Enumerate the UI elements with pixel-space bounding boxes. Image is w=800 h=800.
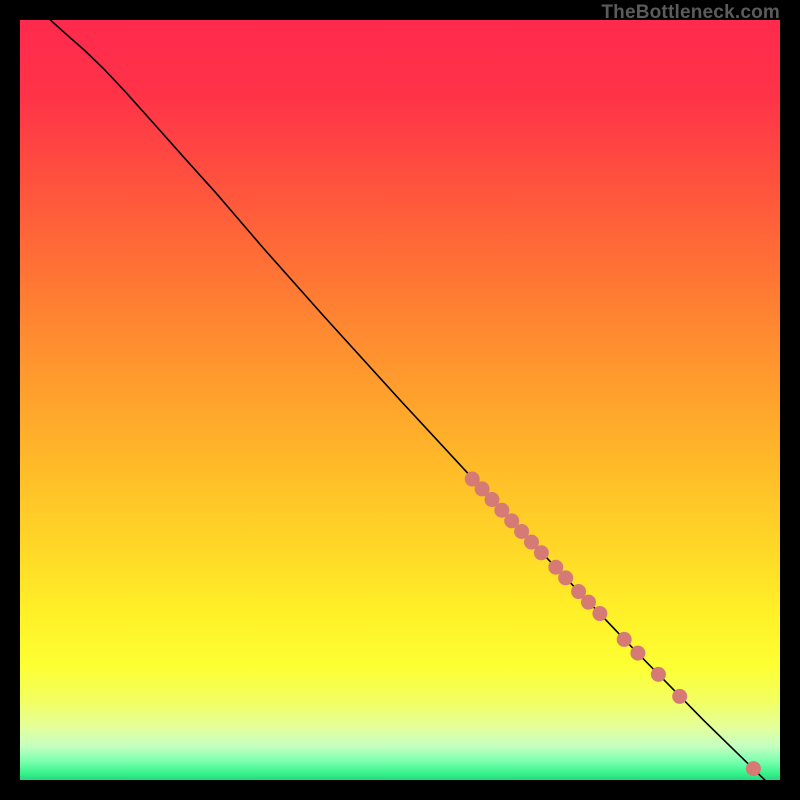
data-point (592, 606, 607, 621)
data-point (581, 595, 596, 610)
chart-container: TheBottleneck.com (0, 0, 800, 800)
bottleneck-chart (20, 20, 780, 780)
data-point (651, 667, 666, 682)
data-point (630, 646, 645, 661)
data-point (746, 761, 761, 776)
data-point (534, 545, 549, 560)
data-point (672, 689, 687, 704)
data-point (558, 570, 573, 585)
data-point (617, 632, 632, 647)
